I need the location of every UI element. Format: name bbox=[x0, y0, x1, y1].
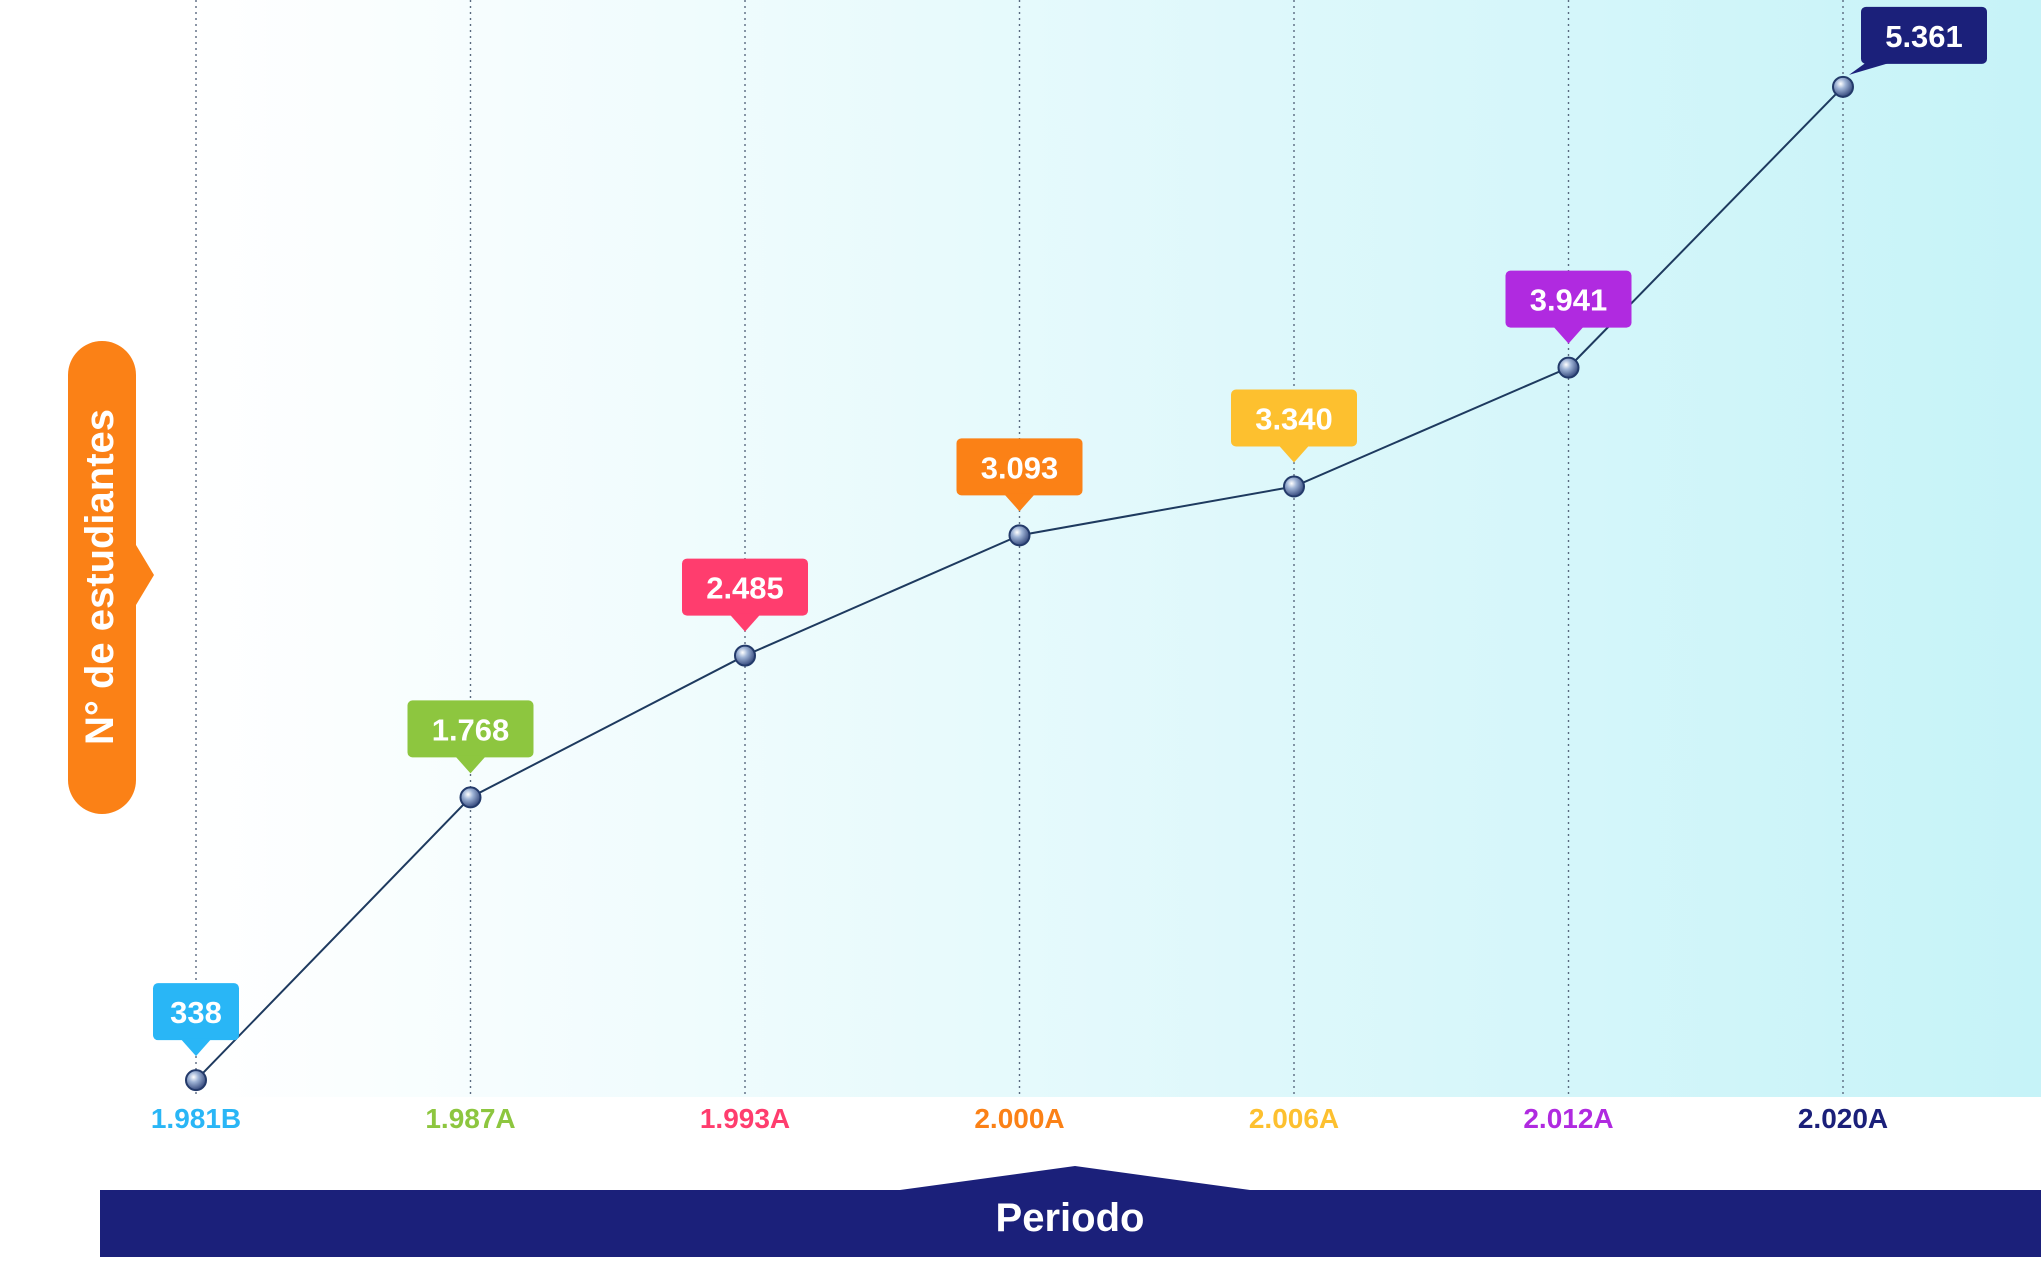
data-label-text: 3.941 bbox=[1530, 283, 1608, 318]
data-point bbox=[459, 786, 482, 809]
point-layer bbox=[185, 75, 1854, 1092]
data-label-pointer bbox=[729, 613, 761, 632]
data-label-pointer bbox=[1003, 493, 1036, 512]
x-tick-label: 2.020A bbox=[1798, 1103, 1888, 1134]
data-label: 3.093 bbox=[956, 438, 1083, 512]
data-label-text: 338 bbox=[170, 995, 222, 1030]
data-label: 3.340 bbox=[1231, 389, 1357, 463]
data-point bbox=[1008, 524, 1031, 547]
data-label-text: 3.340 bbox=[1255, 401, 1333, 436]
data-point bbox=[734, 644, 756, 667]
data-label: 1.768 bbox=[407, 700, 534, 774]
data-label-box bbox=[1861, 6, 1987, 64]
data-label-pointer bbox=[1849, 61, 1893, 75]
data-label-box bbox=[682, 558, 808, 616]
data-label: 338 bbox=[153, 983, 239, 1057]
data-point bbox=[1832, 75, 1854, 98]
y-axis-label-text: N° de estudiantes bbox=[78, 409, 122, 745]
tick-layer: 1.981B 1.987A 1.993A 2.000A 2.006A 2.012A 2.02… bbox=[151, 1103, 1888, 1134]
y-axis-label-badge bbox=[68, 341, 154, 814]
data-label-text: 5.361 bbox=[1885, 19, 1963, 54]
x-axis-label: Periodo bbox=[100, 1166, 2041, 1257]
x-tick-label: 2.000A bbox=[974, 1103, 1064, 1134]
data-label-pointer bbox=[1552, 325, 1585, 344]
label-layer: 338 1.768 2.485 3.093 3.340 3.941 5.361 bbox=[153, 6, 1987, 1057]
y-axis-label: N° de estudiantes bbox=[68, 341, 154, 814]
x-tick-label: 1.981B bbox=[151, 1103, 241, 1134]
data-label-box bbox=[1231, 389, 1357, 447]
x-axis-label-text: Periodo bbox=[996, 1196, 1145, 1240]
data-label: 2.485 bbox=[682, 558, 808, 632]
data-label-box bbox=[956, 438, 1083, 496]
data-label-box bbox=[1505, 270, 1632, 328]
data-label-pointer bbox=[1278, 444, 1310, 463]
x-tick-label: 1.987A bbox=[425, 1103, 515, 1134]
data-label-box bbox=[407, 700, 534, 758]
data-label-text: 3.093 bbox=[981, 450, 1059, 485]
data-label-pointer bbox=[454, 755, 487, 774]
x-tick-label: 1.993A bbox=[700, 1103, 790, 1134]
x-tick-label: 2.012A bbox=[1523, 1103, 1613, 1134]
x-tick-label: 2.006A bbox=[1249, 1103, 1339, 1134]
data-label-pointer bbox=[180, 1038, 212, 1057]
data-point bbox=[1283, 475, 1305, 498]
data-label: 5.361 bbox=[1849, 6, 1987, 75]
data-point bbox=[185, 1069, 207, 1092]
data-label-text: 1.768 bbox=[432, 712, 510, 747]
data-label-box bbox=[153, 983, 239, 1041]
data-point bbox=[1557, 356, 1580, 379]
x-axis-label-banner bbox=[100, 1166, 2041, 1257]
data-label: 3.941 bbox=[1505, 270, 1632, 344]
data-label-text: 2.485 bbox=[706, 571, 784, 606]
plot-background bbox=[190, 0, 2041, 1097]
